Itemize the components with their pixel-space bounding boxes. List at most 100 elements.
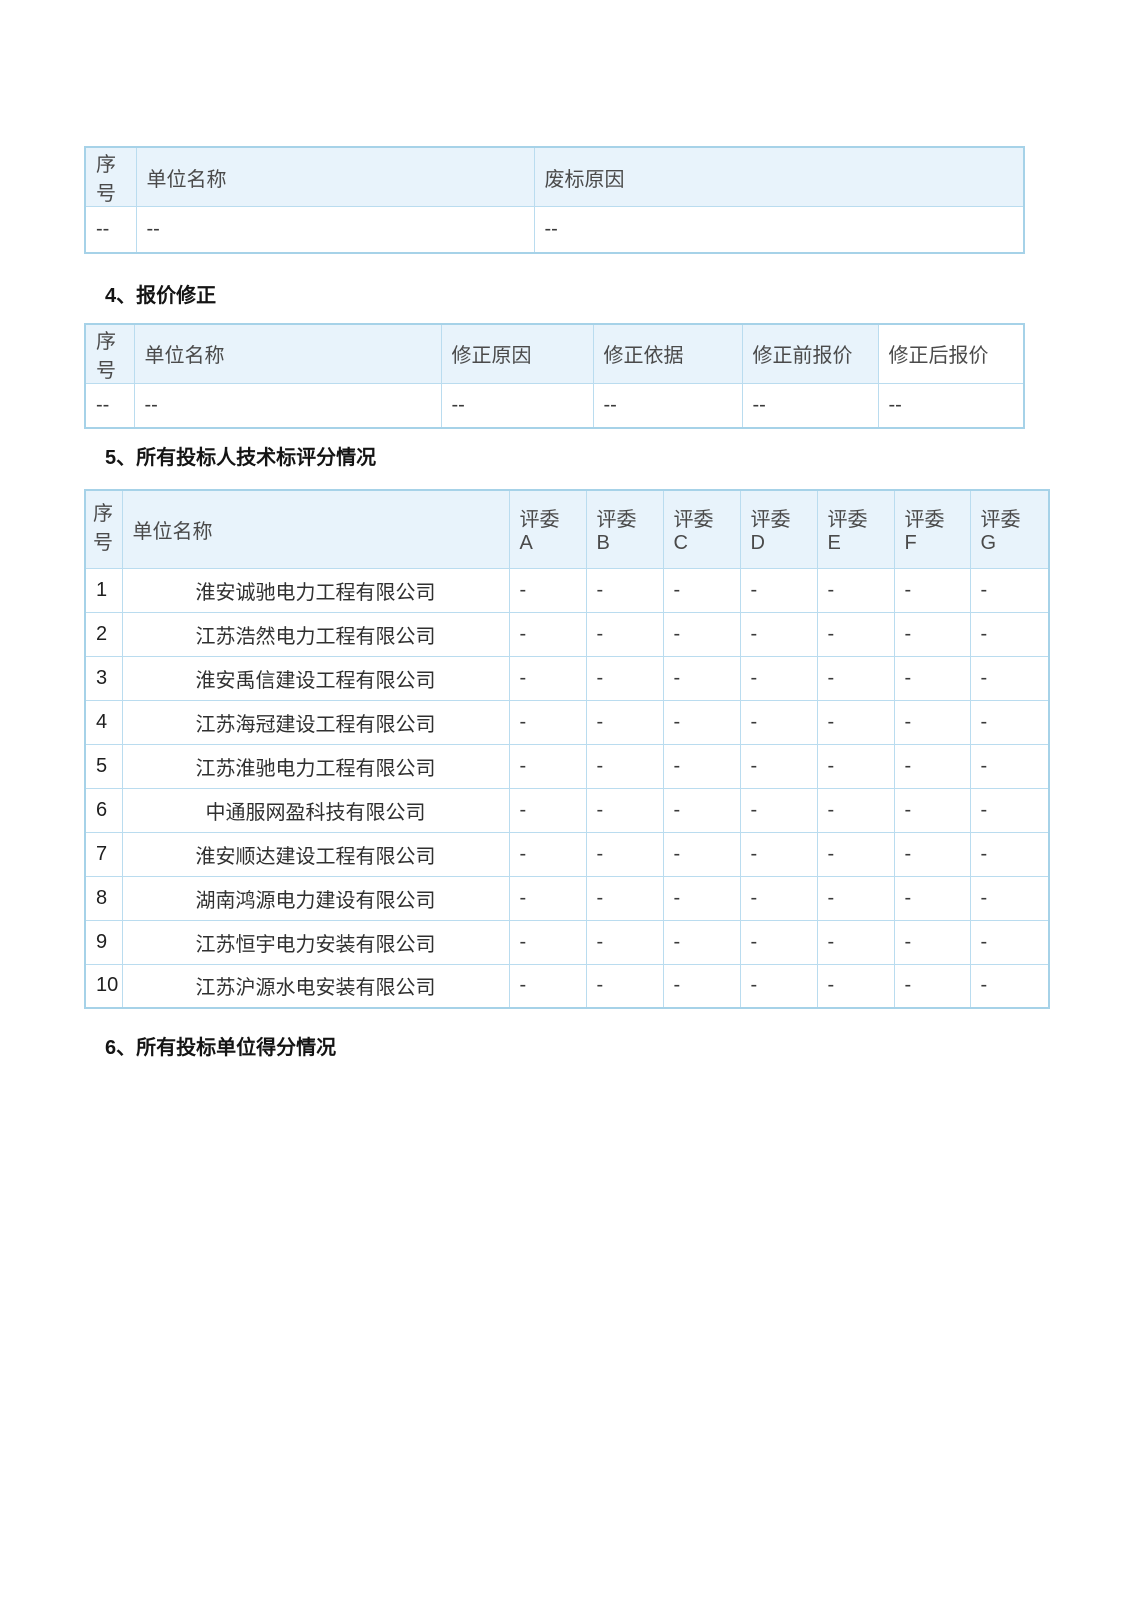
table-row: 5 江苏淮驰电力工程有限公司 - - - - - - - bbox=[84, 743, 1050, 789]
score-cell-judge-f: - bbox=[893, 655, 971, 701]
table-header-row: 序号 单位名称 修正原因 修正依据 修正前报价 修正后报价 bbox=[84, 323, 1025, 384]
serial-cell: -- bbox=[84, 382, 135, 429]
correction-basis-cell: -- bbox=[592, 382, 743, 429]
score-cell-judge-b: - bbox=[585, 787, 664, 833]
score-cell-judge-g: - bbox=[969, 831, 1050, 877]
company-cell: 淮安顺达建设工程有限公司 bbox=[121, 831, 510, 877]
col-header-company: 单位名称 bbox=[121, 489, 510, 569]
score-cell-judge-d: - bbox=[739, 743, 818, 789]
score-cell-judge-d: - bbox=[739, 831, 818, 877]
score-cell-judge-g: - bbox=[969, 919, 1050, 965]
company-cell: -- bbox=[135, 206, 535, 253]
score-cell-judge-e: - bbox=[816, 831, 895, 877]
price-after-cell: -- bbox=[877, 382, 1025, 429]
col-header-judge-d: 评委 D bbox=[739, 489, 818, 569]
score-cell-judge-e: - bbox=[816, 919, 895, 965]
score-cell-judge-d: - bbox=[739, 963, 818, 1009]
serial-cell: 3 bbox=[84, 655, 123, 701]
score-cell-judge-c: - bbox=[662, 875, 741, 921]
company-cell: 江苏恒宇电力安装有限公司 bbox=[121, 919, 510, 965]
serial-cell: 6 bbox=[84, 787, 123, 833]
company-cell: 淮安禹信建设工程有限公司 bbox=[121, 655, 510, 701]
col-header-serial: 序号 bbox=[84, 489, 123, 569]
serial-cell: 10 bbox=[84, 963, 123, 1009]
score-cell-judge-g: - bbox=[969, 743, 1050, 789]
score-cell-judge-d: - bbox=[739, 787, 818, 833]
col-header-invalid-reason: 废标原因 bbox=[533, 146, 1025, 207]
score-cell-judge-a: - bbox=[508, 699, 587, 745]
col-header-company: 单位名称 bbox=[133, 323, 442, 384]
score-cell-judge-d: - bbox=[739, 655, 818, 701]
serial-cell: 1 bbox=[84, 567, 123, 613]
serial-cell: 4 bbox=[84, 699, 123, 745]
serial-cell: 9 bbox=[84, 919, 123, 965]
score-cell-judge-b: - bbox=[585, 963, 664, 1009]
serial-cell: 5 bbox=[84, 743, 123, 789]
score-cell-judge-g: - bbox=[969, 699, 1050, 745]
page-content: 序号 单位名称 废标原因 -- -- -- 4、报价修正 bbox=[84, 146, 1050, 1059]
score-cell-judge-b: - bbox=[585, 611, 664, 657]
score-cell-judge-f: - bbox=[893, 831, 971, 877]
price-correction-heading: 4、报价修正 bbox=[105, 284, 217, 307]
score-cell-judge-f: - bbox=[893, 875, 971, 921]
serial-cell: -- bbox=[84, 206, 137, 253]
company-cell: 江苏淮驰电力工程有限公司 bbox=[121, 743, 510, 789]
col-header-judge-b: 评委 B bbox=[585, 489, 664, 569]
col-header-correction-reason: 修正原因 bbox=[440, 323, 594, 384]
score-cell-judge-a: - bbox=[508, 743, 587, 789]
final-score-heading: 6、所有投标单位得分情况 bbox=[105, 1037, 337, 1059]
table-row: -- -- -- bbox=[84, 206, 1025, 253]
score-cell-judge-c: - bbox=[662, 567, 741, 613]
score-cell-judge-c: - bbox=[662, 655, 741, 701]
score-cell-judge-e: - bbox=[816, 743, 895, 789]
table-row: 3 淮安禹信建设工程有限公司 - - - - - - - bbox=[84, 655, 1050, 701]
score-cell-judge-b: - bbox=[585, 743, 664, 789]
score-cell-judge-b: - bbox=[585, 567, 664, 613]
serial-cell: 8 bbox=[84, 875, 123, 921]
col-header-judge-e: 评委 E bbox=[816, 489, 895, 569]
score-cell-judge-a: - bbox=[508, 611, 587, 657]
company-cell: 淮安诚驰电力工程有限公司 bbox=[121, 567, 510, 613]
serial-cell: 2 bbox=[84, 611, 123, 657]
table-row: 4 江苏海冠建设工程有限公司 - - - - - - - bbox=[84, 699, 1050, 745]
table-header-row: 序号 单位名称 评委 A 评委 B 评委 C 评委 D 评委 E 评委 F 评委… bbox=[84, 489, 1050, 569]
score-cell-judge-a: - bbox=[508, 655, 587, 701]
score-cell-judge-d: - bbox=[739, 699, 818, 745]
score-cell-judge-g: - bbox=[969, 875, 1050, 921]
table-row: 2 江苏浩然电力工程有限公司 - - - - - - - bbox=[84, 611, 1050, 657]
score-cell-judge-b: - bbox=[585, 875, 664, 921]
col-header-serial: 序号 bbox=[84, 146, 137, 207]
score-cell-judge-f: - bbox=[893, 963, 971, 1009]
score-cell-judge-c: - bbox=[662, 787, 741, 833]
score-cell-judge-g: - bbox=[969, 787, 1050, 833]
col-header-judge-f: 评委 F bbox=[893, 489, 971, 569]
company-cell: 湖南鸿源电力建设有限公司 bbox=[121, 875, 510, 921]
correction-reason-cell: -- bbox=[440, 382, 594, 429]
score-cell-judge-f: - bbox=[893, 611, 971, 657]
score-cell-judge-e: - bbox=[816, 787, 895, 833]
invalid-bid-table: 序号 单位名称 废标原因 -- -- -- bbox=[84, 146, 1025, 254]
table-row: 7 淮安顺达建设工程有限公司 - - - - - - - bbox=[84, 831, 1050, 877]
score-cell-judge-e: - bbox=[816, 699, 895, 745]
score-cell-judge-b: - bbox=[585, 919, 664, 965]
score-cell-judge-b: - bbox=[585, 699, 664, 745]
score-cell-judge-c: - bbox=[662, 919, 741, 965]
score-cell-judge-c: - bbox=[662, 963, 741, 1009]
price-before-cell: -- bbox=[741, 382, 879, 429]
score-cell-judge-f: - bbox=[893, 743, 971, 789]
price-correction-table: 序号 单位名称 修正原因 修正依据 修正前报价 修正后报价 -- -- -- -… bbox=[84, 322, 1025, 429]
score-cell-judge-b: - bbox=[585, 831, 664, 877]
tech-score-table: 序号 单位名称 评委 A 评委 B 评委 C 评委 D 评委 E 评委 F 评委… bbox=[84, 489, 1050, 1009]
tech-score-tbody: 1 淮安诚驰电力工程有限公司 - - - - - - - 2 江苏浩然电力工程有… bbox=[84, 567, 1050, 1009]
score-cell-judge-d: - bbox=[739, 919, 818, 965]
score-cell-judge-a: - bbox=[508, 875, 587, 921]
score-cell-judge-g: - bbox=[969, 655, 1050, 701]
score-cell-judge-c: - bbox=[662, 831, 741, 877]
score-cell-judge-c: - bbox=[662, 743, 741, 789]
score-cell-judge-e: - bbox=[816, 963, 895, 1009]
score-cell-judge-a: - bbox=[508, 963, 587, 1009]
score-cell-judge-a: - bbox=[508, 787, 587, 833]
company-cell: -- bbox=[133, 382, 442, 429]
tech-score-heading: 5、所有投标人技术标评分情况 bbox=[105, 447, 377, 469]
